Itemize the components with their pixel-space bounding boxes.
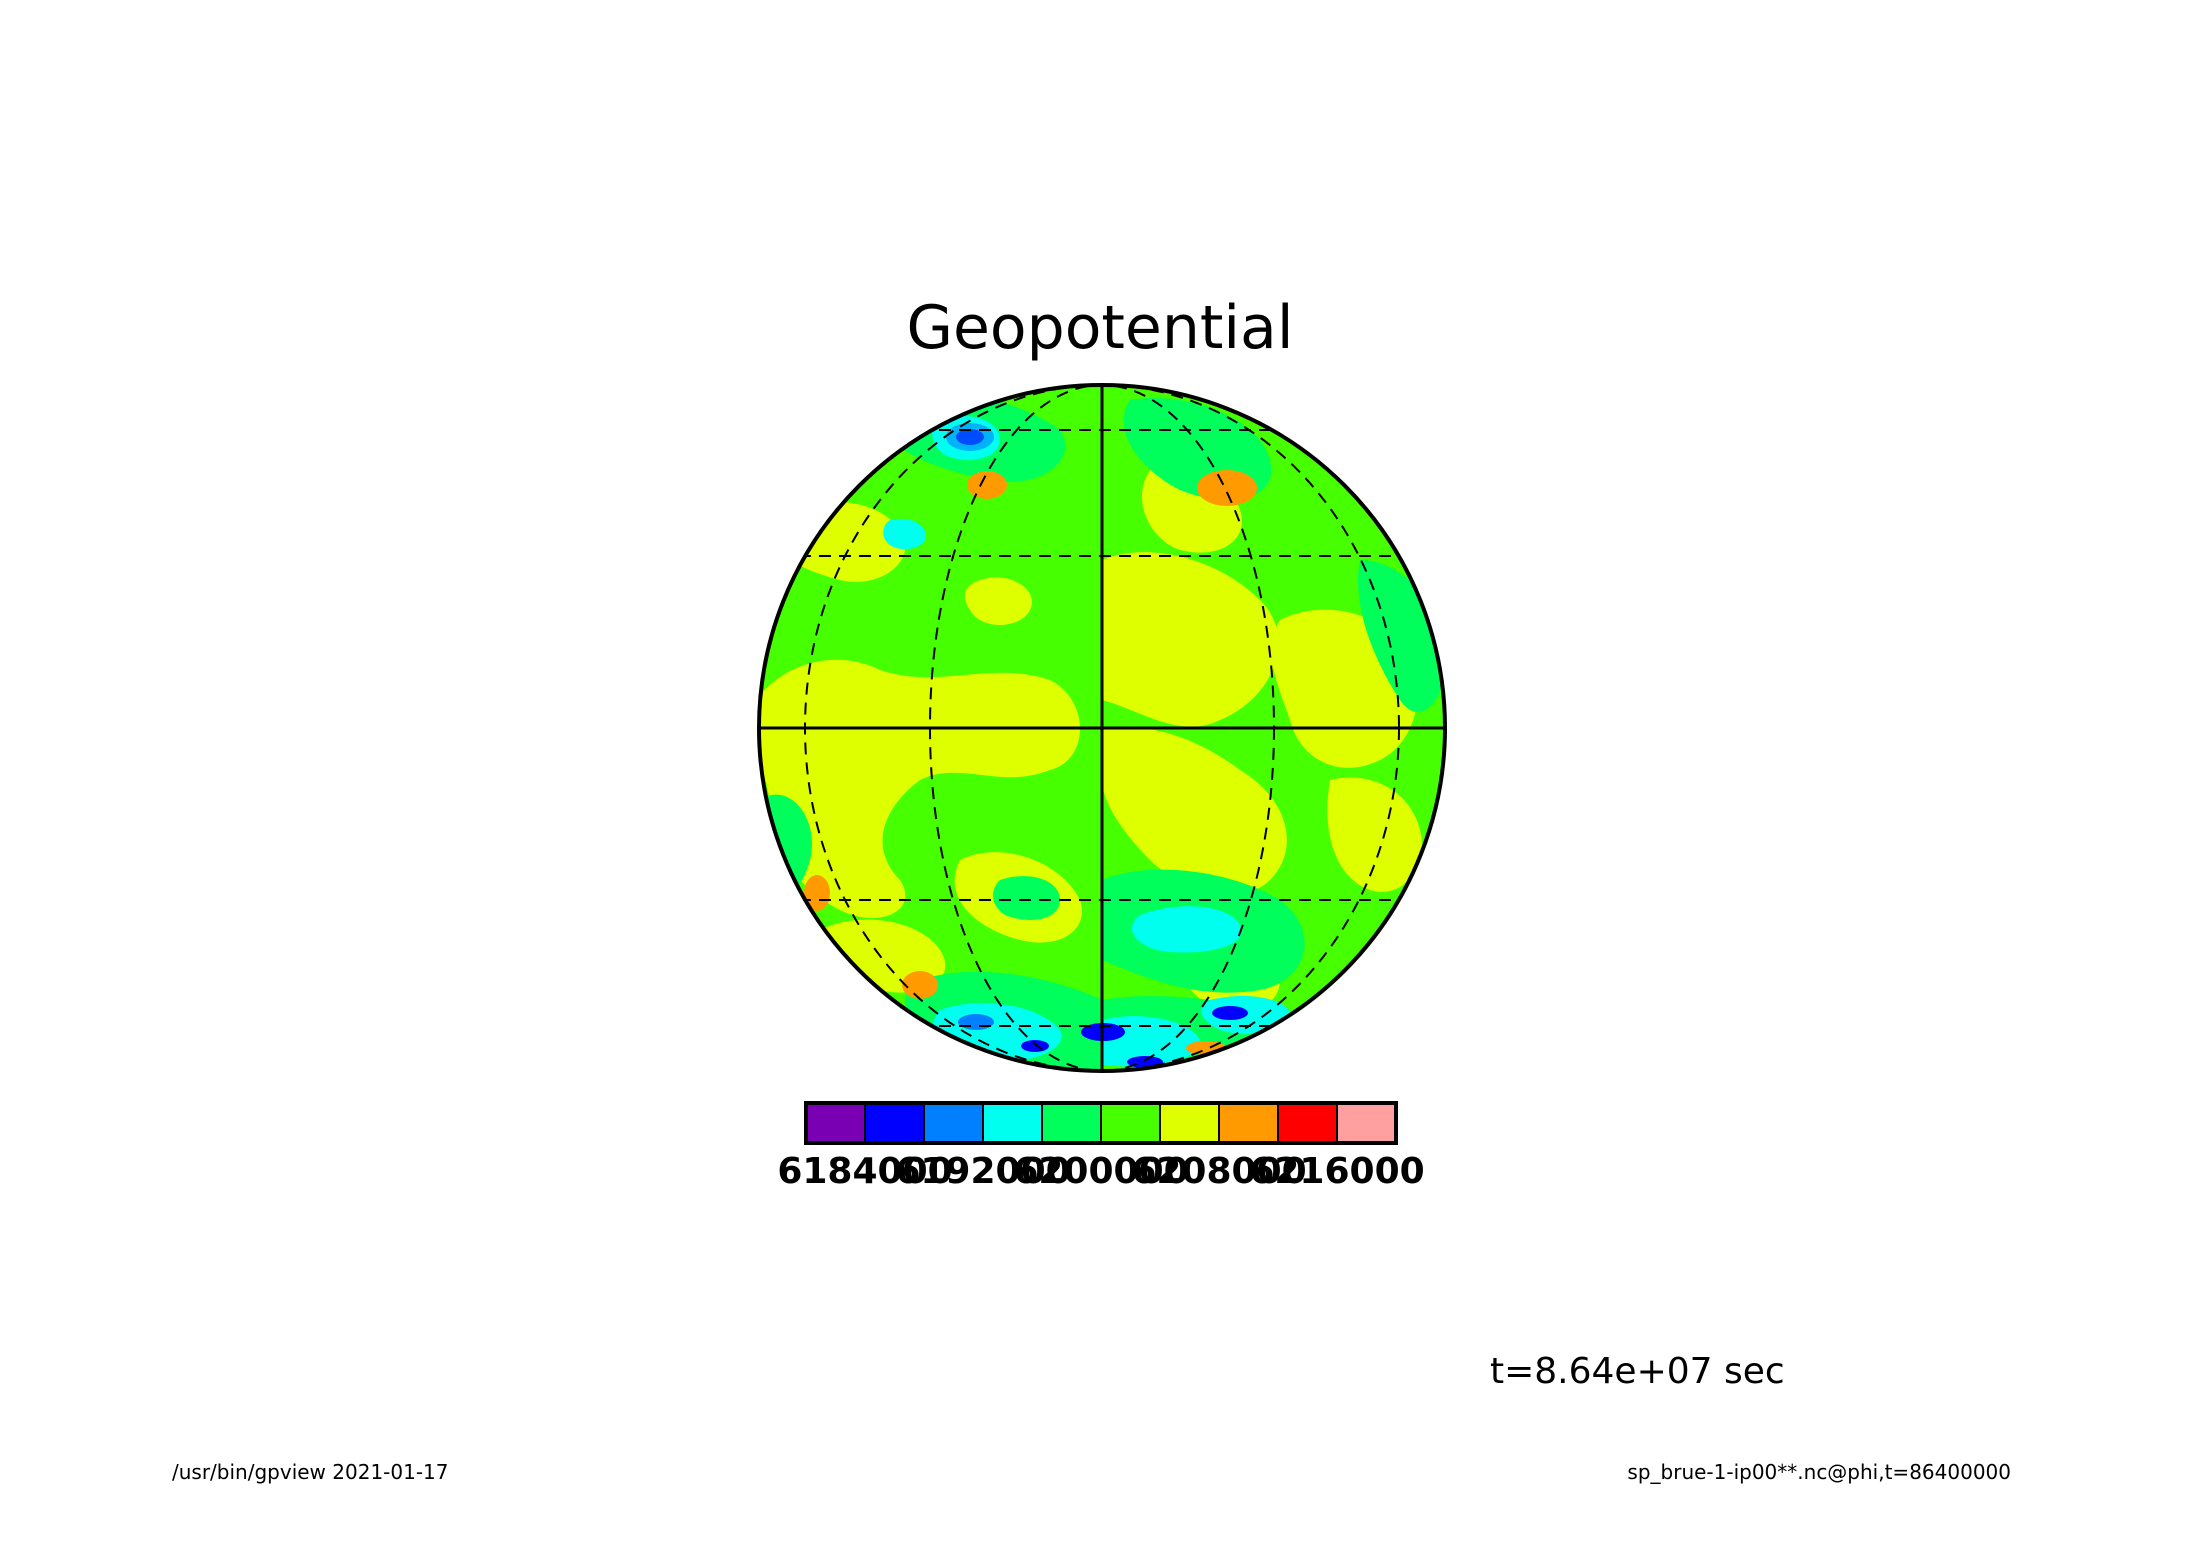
contour-region [964,577,1032,625]
contour-region [1131,906,1242,953]
contour-region [946,423,994,451]
contour-region [1102,1016,1201,1067]
contour-region [1327,777,1422,892]
time-label: t=8.64e+07 sec [1490,1351,1785,1392]
colorbar-swatch [923,1102,984,1144]
contour-region [1021,1040,1049,1052]
contour-region [1197,470,1257,506]
contour-region [958,1014,994,1030]
globe-outline [757,383,1447,1073]
globe [757,383,1447,1073]
colorbar-tick-label: 6216000 [1249,1151,1424,1192]
colorbar [804,1101,1398,1145]
colorbar-swatch [982,1102,1043,1144]
colorbar-swatch [1336,1102,1397,1144]
contour-region [1102,727,1287,895]
contour-region [993,876,1060,920]
footer-left: /usr/bin/gpview 2021-01-17 [172,1460,449,1484]
colorbar-tick-label: 6200000 [1013,1151,1188,1192]
colorbar-swatch [1159,1102,1220,1144]
colorbar-swatch [1218,1102,1279,1144]
footer-right: sp_brue-1-ip00**.nc@phi,t=86400000 [1627,1460,2011,1484]
contour-region [759,659,1080,918]
colorbar-swatch [864,1102,925,1144]
contour-region [883,518,926,550]
colorbar-swatch [1041,1102,1102,1144]
colorbar-tick-label: 6184000 [777,1151,952,1192]
contour-region [902,971,938,999]
contour-region [1212,1006,1248,1020]
colorbar-swatch [805,1102,866,1144]
colorbar-tick-label: 6208000 [1131,1151,1306,1192]
colorbar-swatch [1277,1102,1338,1144]
contour-region [1102,552,1279,727]
plot-title: Geopotential [906,293,1293,363]
colorbar-outline [804,1101,1398,1145]
contour-region [967,471,1007,499]
contour-region [804,875,830,911]
colorbar-tick-label: 6192000 [895,1151,1070,1192]
colorbar-swatch [1100,1102,1161,1144]
